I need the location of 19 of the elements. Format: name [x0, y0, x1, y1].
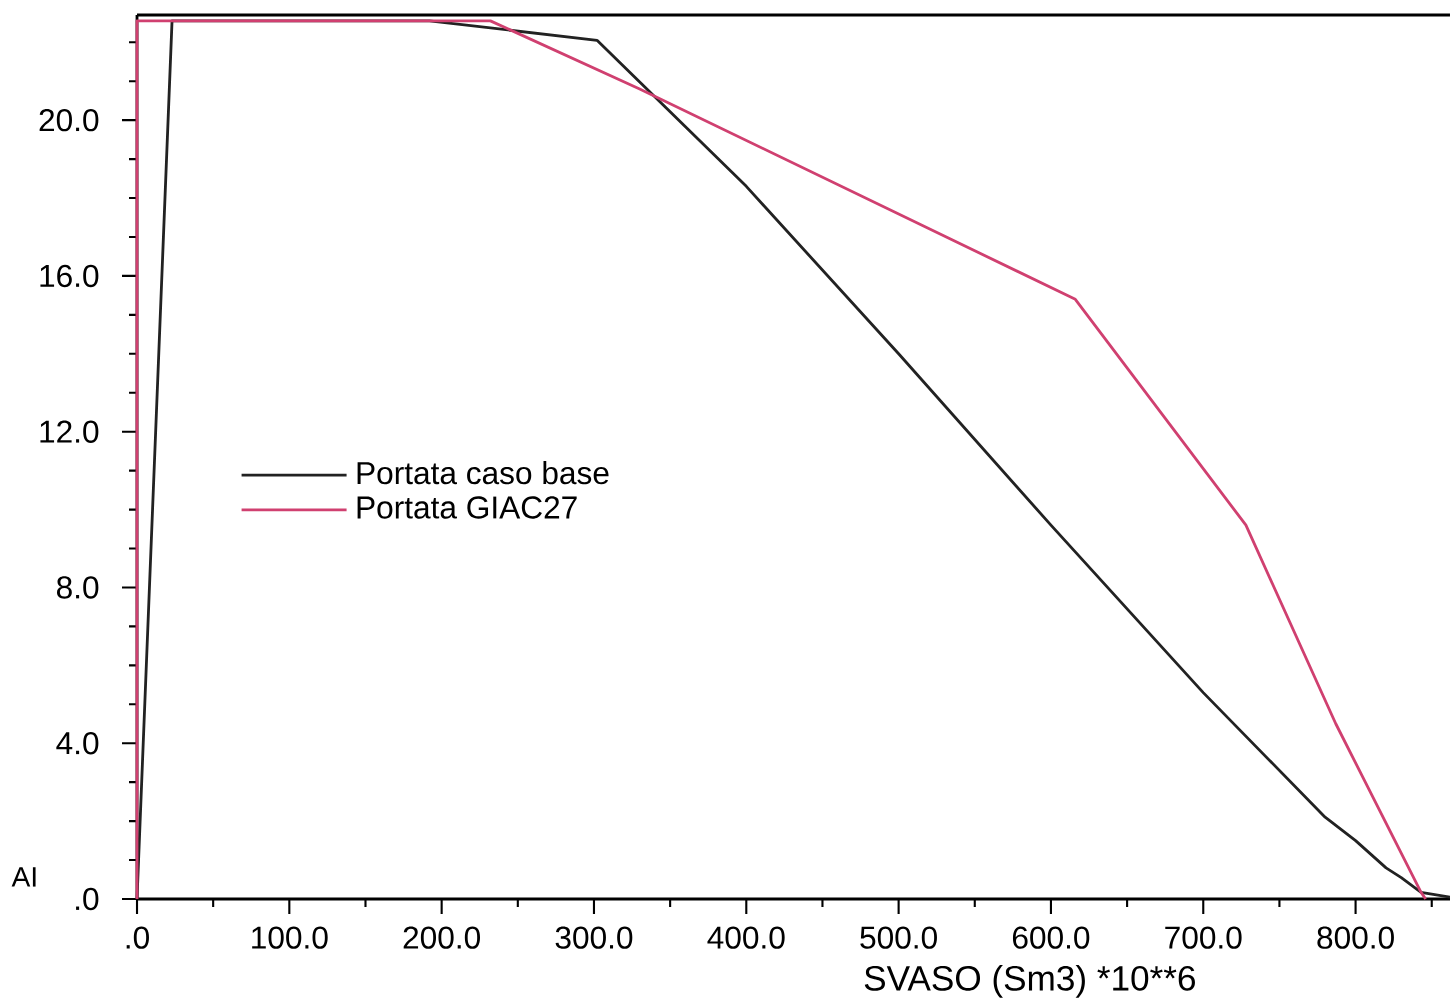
x-tick-label: 500.0 [860, 926, 937, 949]
y-tick-label: 4.0 [56, 732, 99, 755]
y-tick-label: 8.0 [57, 576, 99, 599]
legend-label: Portata GIAC27 [357, 496, 577, 519]
y-tick-label: 12.0 [40, 420, 99, 443]
legend-label: Portata caso base [357, 461, 609, 485]
y-tick-label: 16.0 [40, 264, 99, 288]
x-tick-label: 700.0 [1165, 926, 1242, 949]
x-axis-title: SVASO (Sm3) *10**6 [864, 964, 1195, 998]
x-tick-label: 100.0 [252, 926, 328, 949]
y-tick-label: .0 [76, 887, 99, 911]
y-tick-label: 20.0 [39, 108, 99, 132]
x-tick-label: 600.0 [1012, 926, 1090, 949]
x-tick-label: 300.0 [555, 926, 633, 949]
x-tick-label: 800.0 [1317, 926, 1394, 949]
x-tick-label: 400.0 [707, 926, 785, 949]
text: AI [11, 867, 36, 887]
x-tick-label: 200.0 [403, 926, 480, 949]
x-tick-label: .0 [126, 926, 149, 949]
